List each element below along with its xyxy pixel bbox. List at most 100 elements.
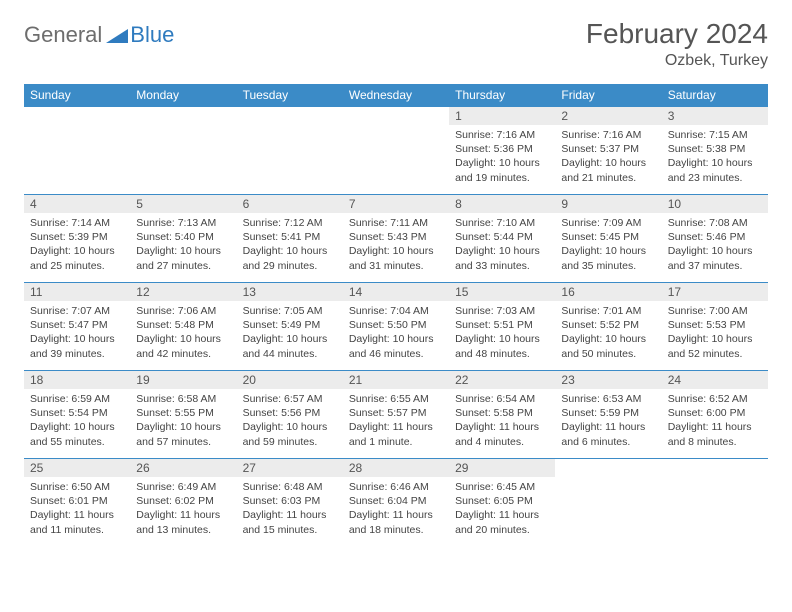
sunset-text: Sunset: 6:01 PM [30, 494, 124, 508]
day-number: 15 [449, 283, 555, 301]
day-info: Sunrise: 7:10 AMSunset: 5:44 PMDaylight:… [449, 213, 555, 277]
daylight-text: Daylight: 10 hours and 25 minutes. [30, 244, 124, 272]
sunrise-text: Sunrise: 7:10 AM [455, 216, 549, 230]
sunset-text: Sunset: 6:04 PM [349, 494, 443, 508]
calendar-day-cell: 3Sunrise: 7:15 AMSunset: 5:38 PMDaylight… [662, 107, 768, 195]
day-info: Sunrise: 7:14 AMSunset: 5:39 PMDaylight:… [24, 213, 130, 277]
sunrise-text: Sunrise: 6:53 AM [561, 392, 655, 406]
calendar-week-row: 4Sunrise: 7:14 AMSunset: 5:39 PMDaylight… [24, 195, 768, 283]
day-number: 22 [449, 371, 555, 389]
calendar-day-cell: 19Sunrise: 6:58 AMSunset: 5:55 PMDayligh… [130, 371, 236, 459]
daylight-text: Daylight: 10 hours and 29 minutes. [243, 244, 337, 272]
calendar-day-cell: 20Sunrise: 6:57 AMSunset: 5:56 PMDayligh… [237, 371, 343, 459]
day-info: Sunrise: 7:01 AMSunset: 5:52 PMDaylight:… [555, 301, 661, 365]
daylight-text: Daylight: 10 hours and 35 minutes. [561, 244, 655, 272]
day-info: Sunrise: 7:06 AMSunset: 5:48 PMDaylight:… [130, 301, 236, 365]
sunrise-text: Sunrise: 7:13 AM [136, 216, 230, 230]
day-info: Sunrise: 6:50 AMSunset: 6:01 PMDaylight:… [24, 477, 130, 541]
sunset-text: Sunset: 5:39 PM [30, 230, 124, 244]
daylight-text: Daylight: 11 hours and 8 minutes. [668, 420, 762, 448]
day-info: Sunrise: 6:54 AMSunset: 5:58 PMDaylight:… [449, 389, 555, 453]
day-number: 5 [130, 195, 236, 213]
sunrise-text: Sunrise: 6:52 AM [668, 392, 762, 406]
sunset-text: Sunset: 6:05 PM [455, 494, 549, 508]
sunrise-text: Sunrise: 7:12 AM [243, 216, 337, 230]
sunrise-text: Sunrise: 7:01 AM [561, 304, 655, 318]
sunset-text: Sunset: 5:50 PM [349, 318, 443, 332]
calendar-day-cell: 23Sunrise: 6:53 AMSunset: 5:59 PMDayligh… [555, 371, 661, 459]
calendar-day-cell: 18Sunrise: 6:59 AMSunset: 5:54 PMDayligh… [24, 371, 130, 459]
day-number: 27 [237, 459, 343, 477]
sunrise-text: Sunrise: 6:57 AM [243, 392, 337, 406]
sunset-text: Sunset: 5:43 PM [349, 230, 443, 244]
day-info: Sunrise: 6:48 AMSunset: 6:03 PMDaylight:… [237, 477, 343, 541]
day-number: 28 [343, 459, 449, 477]
weekday-header: Sunday [24, 84, 130, 107]
day-info: Sunrise: 7:11 AMSunset: 5:43 PMDaylight:… [343, 213, 449, 277]
sunrise-text: Sunrise: 7:16 AM [455, 128, 549, 142]
day-info: Sunrise: 6:57 AMSunset: 5:56 PMDaylight:… [237, 389, 343, 453]
calendar-day-cell: 22Sunrise: 6:54 AMSunset: 5:58 PMDayligh… [449, 371, 555, 459]
sunset-text: Sunset: 5:56 PM [243, 406, 337, 420]
calendar-day-cell: 29Sunrise: 6:45 AMSunset: 6:05 PMDayligh… [449, 459, 555, 547]
calendar-day-cell: 7Sunrise: 7:11 AMSunset: 5:43 PMDaylight… [343, 195, 449, 283]
daylight-text: Daylight: 10 hours and 39 minutes. [30, 332, 124, 360]
calendar-header-row: SundayMondayTuesdayWednesdayThursdayFrid… [24, 84, 768, 107]
sunrise-text: Sunrise: 6:45 AM [455, 480, 549, 494]
day-number: 20 [237, 371, 343, 389]
sunset-text: Sunset: 5:58 PM [455, 406, 549, 420]
sunset-text: Sunset: 6:00 PM [668, 406, 762, 420]
calendar-day-cell: 2Sunrise: 7:16 AMSunset: 5:37 PMDaylight… [555, 107, 661, 195]
calendar-day-cell: 28Sunrise: 6:46 AMSunset: 6:04 PMDayligh… [343, 459, 449, 547]
weekday-header: Wednesday [343, 84, 449, 107]
daylight-text: Daylight: 10 hours and 52 minutes. [668, 332, 762, 360]
sunset-text: Sunset: 6:03 PM [243, 494, 337, 508]
sunrise-text: Sunrise: 6:48 AM [243, 480, 337, 494]
day-number: 14 [343, 283, 449, 301]
calendar-day-cell: 5Sunrise: 7:13 AMSunset: 5:40 PMDaylight… [130, 195, 236, 283]
sunset-text: Sunset: 5:54 PM [30, 406, 124, 420]
day-number: 7 [343, 195, 449, 213]
calendar-day-cell: 14Sunrise: 7:04 AMSunset: 5:50 PMDayligh… [343, 283, 449, 371]
sunrise-text: Sunrise: 7:00 AM [668, 304, 762, 318]
daylight-text: Daylight: 10 hours and 27 minutes. [136, 244, 230, 272]
title-block: February 2024 Ozbek, Turkey [586, 18, 768, 70]
sunset-text: Sunset: 5:46 PM [668, 230, 762, 244]
daylight-text: Daylight: 10 hours and 44 minutes. [243, 332, 337, 360]
day-info: Sunrise: 7:08 AMSunset: 5:46 PMDaylight:… [662, 213, 768, 277]
sunset-text: Sunset: 6:02 PM [136, 494, 230, 508]
calendar-day-cell: 26Sunrise: 6:49 AMSunset: 6:02 PMDayligh… [130, 459, 236, 547]
daylight-text: Daylight: 11 hours and 20 minutes. [455, 508, 549, 536]
day-info: Sunrise: 7:12 AMSunset: 5:41 PMDaylight:… [237, 213, 343, 277]
sunrise-text: Sunrise: 6:50 AM [30, 480, 124, 494]
daylight-text: Daylight: 10 hours and 31 minutes. [349, 244, 443, 272]
day-info: Sunrise: 6:46 AMSunset: 6:04 PMDaylight:… [343, 477, 449, 541]
day-number: 8 [449, 195, 555, 213]
sunset-text: Sunset: 5:57 PM [349, 406, 443, 420]
day-info: Sunrise: 6:59 AMSunset: 5:54 PMDaylight:… [24, 389, 130, 453]
daylight-text: Daylight: 11 hours and 11 minutes. [30, 508, 124, 536]
day-info: Sunrise: 7:03 AMSunset: 5:51 PMDaylight:… [449, 301, 555, 365]
day-number: 25 [24, 459, 130, 477]
calendar-day-cell: .. [662, 459, 768, 547]
calendar-day-cell: 6Sunrise: 7:12 AMSunset: 5:41 PMDaylight… [237, 195, 343, 283]
sunset-text: Sunset: 5:52 PM [561, 318, 655, 332]
calendar-day-cell: 21Sunrise: 6:55 AMSunset: 5:57 PMDayligh… [343, 371, 449, 459]
sunrise-text: Sunrise: 7:16 AM [561, 128, 655, 142]
calendar-day-cell: .. [237, 107, 343, 195]
sunrise-text: Sunrise: 6:46 AM [349, 480, 443, 494]
calendar-table: SundayMondayTuesdayWednesdayThursdayFrid… [24, 84, 768, 547]
sunset-text: Sunset: 5:55 PM [136, 406, 230, 420]
weekday-header: Friday [555, 84, 661, 107]
day-number: 1 [449, 107, 555, 125]
day-number: 23 [555, 371, 661, 389]
calendar-day-cell: .. [130, 107, 236, 195]
weekday-header: Monday [130, 84, 236, 107]
sunset-text: Sunset: 5:47 PM [30, 318, 124, 332]
sunset-text: Sunset: 5:51 PM [455, 318, 549, 332]
sunset-text: Sunset: 5:59 PM [561, 406, 655, 420]
day-info: Sunrise: 6:49 AMSunset: 6:02 PMDaylight:… [130, 477, 236, 541]
sunrise-text: Sunrise: 7:09 AM [561, 216, 655, 230]
calendar-day-cell: 8Sunrise: 7:10 AMSunset: 5:44 PMDaylight… [449, 195, 555, 283]
sunrise-text: Sunrise: 6:54 AM [455, 392, 549, 406]
